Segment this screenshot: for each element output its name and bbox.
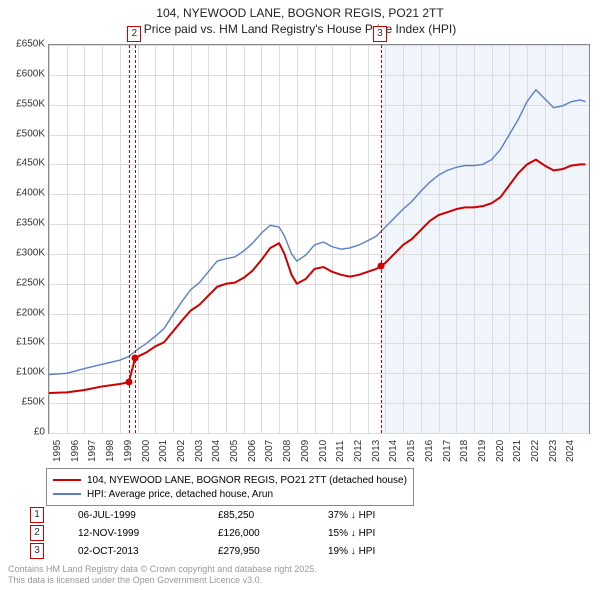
plot-area bbox=[48, 44, 590, 434]
x-tick-label: 2024 bbox=[565, 440, 576, 462]
legend-row-price-paid: 104, NYEWOOD LANE, BOGNOR REGIS, PO21 2T… bbox=[53, 473, 407, 487]
x-tick-label: 2002 bbox=[176, 440, 187, 462]
y-tick-label: £100K bbox=[16, 367, 45, 378]
x-tick-label: 2018 bbox=[459, 440, 470, 462]
sale-marker bbox=[377, 262, 384, 269]
footer-attribution: Contains HM Land Registry data © Crown c… bbox=[8, 564, 317, 586]
sales-row: 2 12-NOV-1999 £126,000 15% ↓ HPI bbox=[30, 524, 438, 542]
y-tick-label: £600K bbox=[16, 68, 45, 79]
sales-index-box: 1 bbox=[30, 507, 44, 523]
x-tick-label: 1996 bbox=[70, 440, 81, 462]
x-tick-label: 1999 bbox=[123, 440, 134, 462]
x-tick-label: 2008 bbox=[282, 440, 293, 462]
event-line bbox=[381, 45, 382, 433]
y-tick-label: £300K bbox=[16, 247, 45, 258]
x-tick-label: 2023 bbox=[548, 440, 559, 462]
legend-swatch bbox=[53, 493, 81, 495]
footer-line-1: Contains HM Land Registry data © Crown c… bbox=[8, 564, 317, 574]
y-tick-label: £200K bbox=[16, 307, 45, 318]
legend: 104, NYEWOOD LANE, BOGNOR REGIS, PO21 2T… bbox=[46, 468, 414, 506]
x-tick-label: 1995 bbox=[52, 440, 63, 462]
legend-swatch bbox=[53, 479, 81, 481]
event-label: 3 bbox=[373, 26, 387, 42]
chart-title: 104, NYEWOOD LANE, BOGNOR REGIS, PO21 2T… bbox=[0, 0, 600, 37]
title-line-1: 104, NYEWOOD LANE, BOGNOR REGIS, PO21 2T… bbox=[0, 6, 600, 22]
title-line-2: Price paid vs. HM Land Registry's House … bbox=[0, 22, 600, 38]
x-tick-label: 2010 bbox=[318, 440, 329, 462]
x-tick-label: 2021 bbox=[512, 440, 523, 462]
x-tick-label: 2013 bbox=[371, 440, 382, 462]
x-tick-label: 2019 bbox=[477, 440, 488, 462]
y-tick-label: £250K bbox=[16, 277, 45, 288]
sales-index-box: 2 bbox=[30, 525, 44, 541]
x-tick-label: 2017 bbox=[442, 440, 453, 462]
y-tick-label: £50K bbox=[22, 397, 45, 408]
legend-label: 104, NYEWOOD LANE, BOGNOR REGIS, PO21 2T… bbox=[87, 475, 407, 486]
sales-price: £279,950 bbox=[218, 546, 328, 557]
sales-price: £126,000 bbox=[218, 528, 328, 539]
legend-label: HPI: Average price, detached house, Arun bbox=[87, 489, 273, 500]
event-line bbox=[129, 45, 130, 433]
x-tick-label: 2003 bbox=[194, 440, 205, 462]
y-tick-label: £650K bbox=[16, 39, 45, 50]
legend-row-hpi: HPI: Average price, detached house, Arun bbox=[53, 487, 407, 501]
sales-index-box: 3 bbox=[30, 543, 44, 559]
y-tick-label: £550K bbox=[16, 98, 45, 109]
x-tick-label: 2020 bbox=[495, 440, 506, 462]
sales-delta: 37% ↓ HPI bbox=[328, 510, 438, 521]
x-tick-label: 2014 bbox=[388, 440, 399, 462]
x-tick-label: 2005 bbox=[229, 440, 240, 462]
x-tick-label: 1998 bbox=[105, 440, 116, 462]
x-tick-label: 2004 bbox=[211, 440, 222, 462]
y-tick-label: £500K bbox=[16, 128, 45, 139]
sales-price: £85,250 bbox=[218, 510, 328, 521]
x-tick-label: 2006 bbox=[247, 440, 258, 462]
x-tick-label: 2012 bbox=[353, 440, 364, 462]
sales-row: 1 06-JUL-1999 £85,250 37% ↓ HPI bbox=[30, 506, 438, 524]
x-tick-label: 2007 bbox=[264, 440, 275, 462]
sale-marker bbox=[125, 379, 132, 386]
y-tick-label: £400K bbox=[16, 188, 45, 199]
sales-row: 3 02-OCT-2013 £279,950 19% ↓ HPI bbox=[30, 542, 438, 560]
y-tick-label: £150K bbox=[16, 337, 45, 348]
sales-date: 02-OCT-2013 bbox=[78, 546, 218, 557]
event-line bbox=[135, 45, 136, 433]
sale-marker bbox=[132, 354, 139, 361]
gridline-h bbox=[49, 433, 589, 434]
x-tick-label: 2011 bbox=[335, 440, 346, 462]
sales-date: 12-NOV-1999 bbox=[78, 528, 218, 539]
x-tick-label: 2000 bbox=[141, 440, 152, 462]
sales-delta: 19% ↓ HPI bbox=[328, 546, 438, 557]
x-tick-label: 2015 bbox=[406, 440, 417, 462]
chart-container: 104, NYEWOOD LANE, BOGNOR REGIS, PO21 2T… bbox=[0, 0, 600, 590]
x-tick-label: 1997 bbox=[87, 440, 98, 462]
x-tick-label: 2022 bbox=[530, 440, 541, 462]
sales-delta: 15% ↓ HPI bbox=[328, 528, 438, 539]
chart-svg bbox=[49, 45, 589, 433]
event-label: 2 bbox=[127, 26, 141, 42]
footer-line-2: This data is licensed under the Open Gov… bbox=[8, 575, 262, 585]
y-tick-label: £0 bbox=[34, 427, 45, 438]
x-tick-label: 2001 bbox=[158, 440, 169, 462]
y-tick-label: £450K bbox=[16, 158, 45, 169]
x-tick-label: 2009 bbox=[300, 440, 311, 462]
sales-table: 1 06-JUL-1999 £85,250 37% ↓ HPI 2 12-NOV… bbox=[30, 506, 438, 560]
y-tick-label: £350K bbox=[16, 218, 45, 229]
sales-date: 06-JUL-1999 bbox=[78, 510, 218, 521]
x-tick-label: 2016 bbox=[424, 440, 435, 462]
